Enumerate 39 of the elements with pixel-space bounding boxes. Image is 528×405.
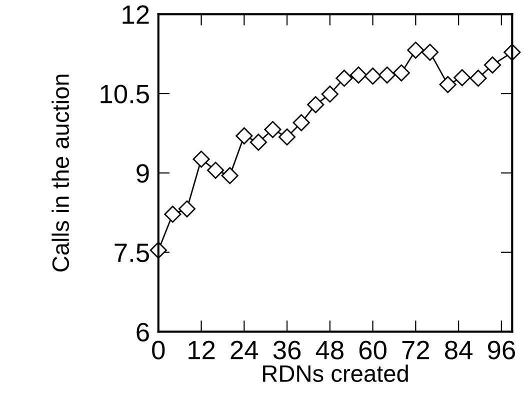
point — [207, 162, 224, 179]
x-tick-label: 72 — [402, 340, 430, 360]
point — [350, 66, 368, 84]
point — [278, 128, 296, 146]
point — [321, 86, 338, 103]
point — [392, 64, 410, 82]
point — [178, 200, 196, 218]
point — [250, 134, 268, 151]
point — [484, 56, 502, 74]
point — [378, 66, 396, 84]
point — [307, 96, 324, 114]
x-tick-label: 12 — [188, 340, 215, 360]
point — [236, 127, 253, 144]
point — [164, 206, 182, 223]
point — [439, 76, 456, 94]
x-tick-label: 36 — [273, 340, 301, 360]
y-tick-label: 7.5 — [114, 244, 149, 262]
point — [292, 114, 310, 132]
x-tick-label: 60 — [359, 340, 386, 360]
y-tick-label: 6 — [136, 322, 149, 342]
point — [454, 69, 471, 86]
x-axis-title: RDNs created — [263, 364, 408, 382]
x-tick-label: 96 — [488, 340, 515, 360]
point — [336, 70, 353, 87]
point — [470, 70, 487, 87]
y-tick-label: 12 — [122, 5, 149, 24]
x-tick-label: 48 — [316, 340, 344, 360]
point — [192, 150, 210, 168]
y-axis-title: Calls in the auction — [52, 74, 70, 272]
y-tick-label: 9 — [136, 164, 149, 183]
point — [421, 44, 439, 61]
x-tick-label: 0 — [152, 340, 165, 360]
point — [407, 42, 424, 59]
point — [364, 68, 382, 85]
x-tick-label: 24 — [230, 340, 258, 360]
x-tick-label: 84 — [445, 340, 472, 360]
point — [221, 167, 238, 184]
point — [264, 120, 282, 138]
y-tick-label: 10.5 — [100, 84, 149, 104]
